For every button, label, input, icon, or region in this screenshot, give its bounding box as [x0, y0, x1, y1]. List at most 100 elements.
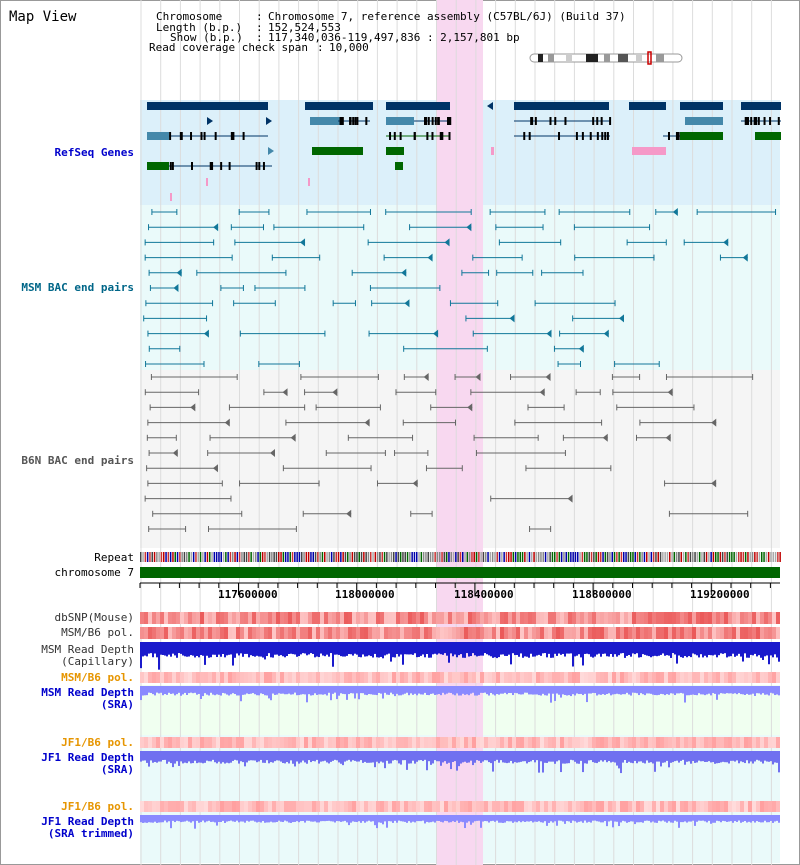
- heat-cell: [276, 612, 280, 624]
- heat-cell: [180, 737, 184, 748]
- bac-end-arrow: [176, 268, 182, 277]
- depth-bar: [682, 815, 684, 823]
- depth-bar: [636, 686, 638, 694]
- depth-bar: [280, 751, 282, 762]
- heat-cell: [376, 801, 380, 812]
- heat-cell: [692, 627, 696, 639]
- heat-cell: [596, 612, 600, 624]
- heat-cell: [356, 737, 360, 748]
- gene-exon: [601, 132, 604, 140]
- depth-bar: [638, 642, 640, 658]
- heat-cell: [212, 801, 216, 812]
- heat-cell: [484, 801, 488, 812]
- heat-cell: [300, 737, 304, 748]
- depth-bar: [658, 686, 660, 695]
- heat-cell: [648, 737, 652, 748]
- heat-cell: [292, 737, 296, 748]
- depth-bar: [216, 815, 218, 826]
- repeat-mark: [333, 552, 335, 562]
- depth-bar: [190, 642, 192, 656]
- heat-cell: [484, 737, 488, 748]
- heat-cell: [680, 801, 684, 812]
- depth-bar: [490, 642, 492, 657]
- gene-exon: [675, 132, 678, 140]
- depth-bar: [456, 686, 458, 694]
- depth-bar: [366, 815, 368, 822]
- heat-cell: [760, 612, 764, 624]
- depth-bar: [202, 751, 204, 764]
- heat-cell: [316, 801, 320, 812]
- heat-cell: [628, 737, 632, 748]
- heat-cell: [272, 627, 276, 639]
- repeat-mark: [284, 552, 287, 562]
- depth-bar: [296, 642, 298, 657]
- depth-bar: [710, 815, 712, 824]
- depth-bar: [142, 815, 144, 823]
- chromosome-value: Chromosome 7, reference assembly (C57BL/…: [268, 10, 626, 23]
- heat-cell: [576, 627, 580, 639]
- heat-cell: [384, 801, 388, 812]
- heat-cell: [412, 737, 416, 748]
- depth-bar: [646, 642, 648, 656]
- depth-bar: [622, 642, 624, 654]
- depth-bar: [302, 686, 304, 695]
- depth-bar: [656, 642, 658, 657]
- depth-bar: [318, 642, 320, 658]
- depth-bar: [712, 815, 714, 823]
- depth-bar: [680, 686, 682, 693]
- heat-cell: [156, 737, 160, 748]
- repeat-mark: [234, 552, 236, 562]
- track-label-refseq-genes[interactable]: RefSeq Genes: [54, 146, 134, 159]
- depth-bar: [660, 815, 662, 822]
- depth-bar: [662, 815, 664, 821]
- heat-cell: [248, 612, 252, 624]
- depth-bar: [618, 751, 620, 769]
- gene-exon: [349, 117, 352, 125]
- depth-bar: [510, 751, 512, 761]
- depth-bar: [448, 751, 450, 763]
- depth-bar: [640, 751, 642, 762]
- heat-cell: [776, 737, 780, 748]
- depth-bar: [512, 815, 514, 823]
- heat-cell: [768, 672, 772, 683]
- repeat-mark: [646, 552, 648, 562]
- depth-bar: [480, 686, 482, 693]
- depth-bar: [256, 642, 258, 656]
- heat-cell: [700, 737, 704, 748]
- depth-bar: [244, 751, 246, 767]
- depth-bar: [344, 815, 346, 821]
- heat-cell: [328, 737, 332, 748]
- depth-bar: [508, 642, 510, 655]
- depth-bar: [496, 642, 498, 659]
- depth-bar: [342, 815, 344, 822]
- depth-bar: [550, 642, 552, 658]
- track-label-b6n-bac[interactable]: B6N BAC end pairs: [21, 454, 134, 467]
- ideogram-band: [636, 54, 642, 62]
- heat-cell: [340, 627, 344, 639]
- heat-cell: [320, 627, 324, 639]
- track-label-msm-bac[interactable]: MSM BAC end pairs: [21, 281, 134, 294]
- heat-cell: [364, 801, 368, 812]
- bac-end-arrow: [224, 418, 230, 427]
- depth-bar: [278, 815, 280, 821]
- depth-bar: [364, 815, 366, 823]
- heat-cell: [604, 737, 608, 748]
- heat-cell: [268, 672, 272, 683]
- heat-cell: [428, 627, 432, 639]
- depth-bar: [622, 751, 624, 763]
- depth-bar: [526, 642, 528, 657]
- depth-bar: [458, 642, 460, 656]
- heat-cell: [308, 737, 312, 748]
- depth-bar: [294, 686, 296, 693]
- depth-bar: [404, 686, 406, 694]
- depth-bar: [670, 751, 672, 763]
- heat-cell: [668, 672, 672, 683]
- repeat-mark: [280, 552, 282, 562]
- repeat-mark: [694, 552, 696, 562]
- depth-bar: [458, 686, 460, 696]
- repeat-mark: [296, 552, 298, 562]
- heat-cell: [648, 672, 652, 683]
- depth-bar: [288, 751, 290, 764]
- depth-bar: [238, 815, 240, 823]
- depth-bar: [668, 642, 670, 656]
